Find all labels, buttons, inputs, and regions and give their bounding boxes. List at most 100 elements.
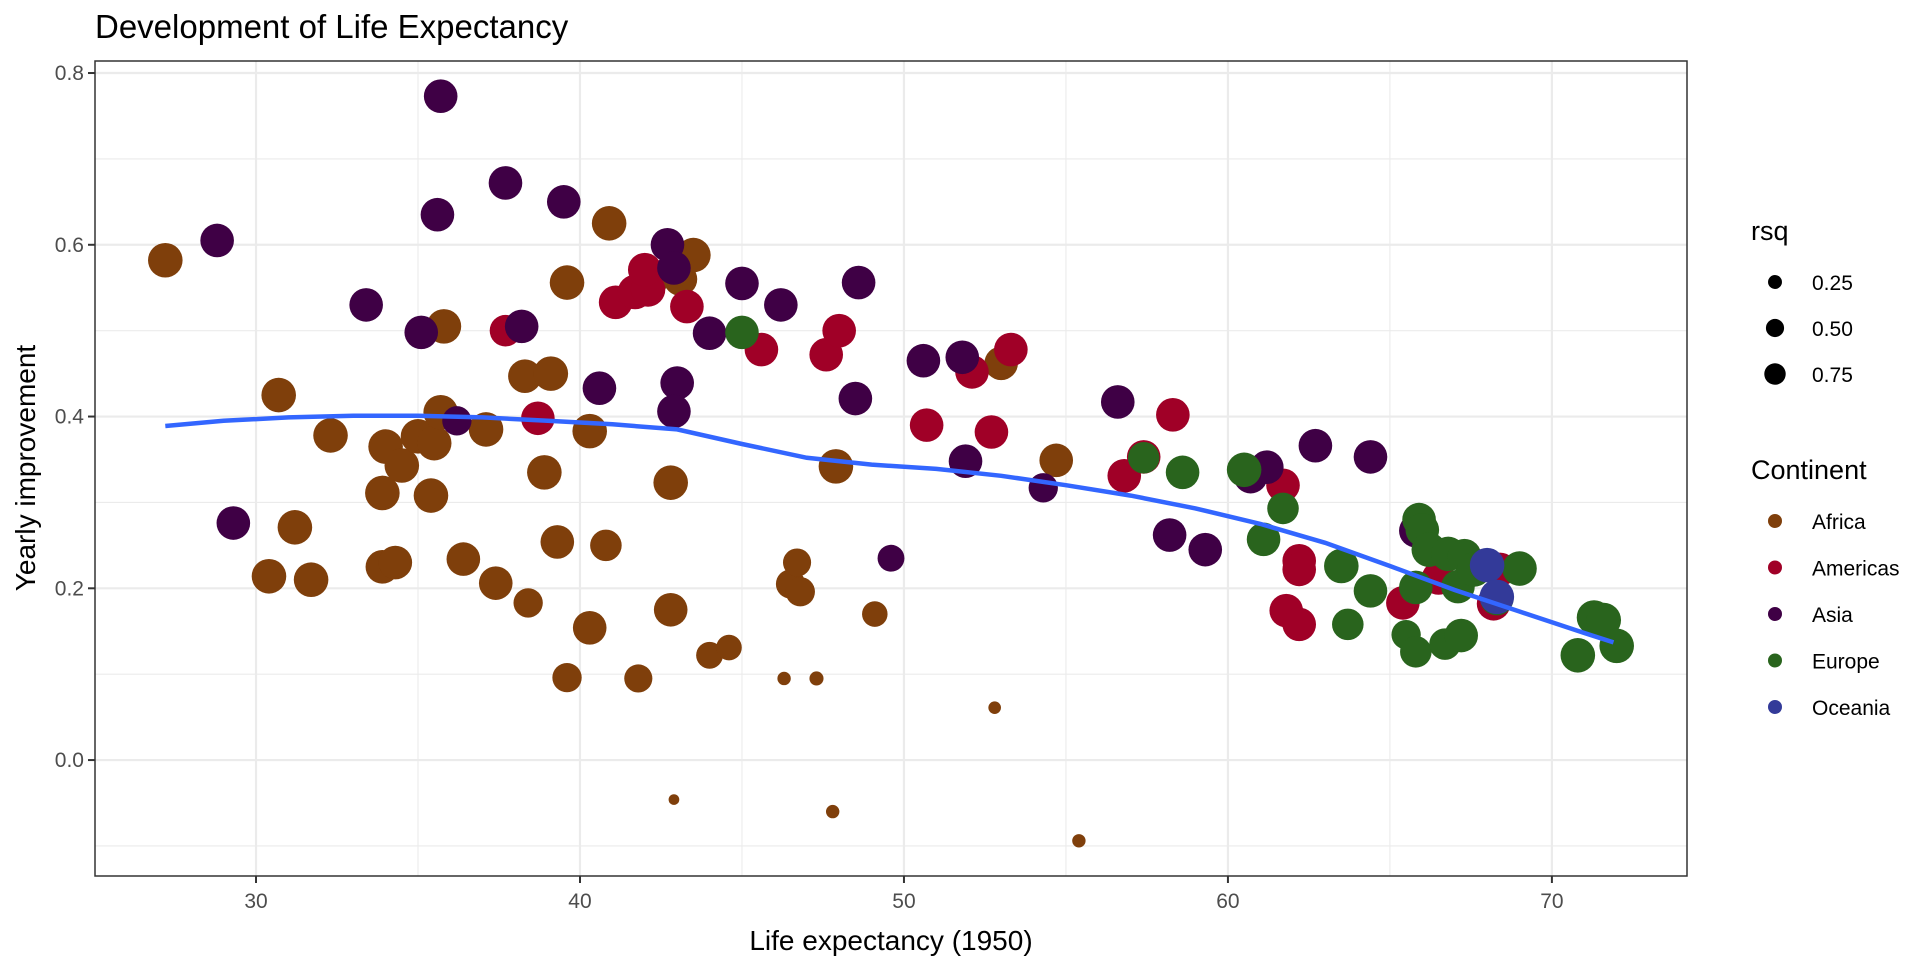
size-legend: 0.25 0.50 0.75 <box>1764 272 1853 387</box>
data-point <box>313 418 348 453</box>
size-legend-label: 0.75 <box>1812 364 1853 387</box>
panel-background <box>95 61 1687 876</box>
data-point <box>777 671 791 686</box>
data-point <box>423 79 458 114</box>
data-point <box>725 266 759 301</box>
size-legend-label: 0.25 <box>1812 272 1853 295</box>
color-legend-key-europe <box>1768 653 1782 668</box>
data-point <box>909 408 944 442</box>
size-legend-key <box>1768 275 1782 289</box>
data-point <box>349 288 383 322</box>
y-tick-label: 0.6 <box>55 234 84 257</box>
data-point <box>504 309 539 344</box>
data-point <box>764 288 798 322</box>
data-point <box>378 545 413 580</box>
data-point <box>527 455 562 490</box>
x-tick-label: 70 <box>1540 890 1563 913</box>
data-point <box>533 356 569 391</box>
data-point <box>446 542 481 576</box>
data-point <box>1028 473 1058 503</box>
data-point <box>1298 428 1333 463</box>
y-axis: 0.0 0.2 0.4 0.6 0.8 <box>55 62 95 772</box>
data-point <box>277 510 313 545</box>
size-legend-label: 0.50 <box>1812 318 1853 341</box>
data-point <box>478 566 513 600</box>
data-point <box>818 449 854 484</box>
data-point <box>716 634 742 661</box>
data-point <box>468 412 504 447</box>
smooth-trend-line <box>165 413 1615 645</box>
data-point <box>413 478 449 513</box>
data-point <box>1039 443 1074 478</box>
data-point <box>988 701 1001 714</box>
data-point <box>1332 608 1364 641</box>
data-point <box>785 577 815 607</box>
data-point <box>1267 492 1299 525</box>
data-point <box>442 406 472 436</box>
y-tick-label: 0.2 <box>55 577 84 600</box>
data-point <box>1469 547 1505 583</box>
legend: rsq 0.25 0.50 0.75 Continent Africa America… <box>1751 216 1900 720</box>
color-legend-key-africa <box>1768 514 1782 528</box>
data-point <box>668 794 680 805</box>
data-point <box>384 448 420 483</box>
color-legend: Africa Americas Asia Europe Oceania <box>1768 511 1900 720</box>
color-legend-title: Continent <box>1751 455 1867 485</box>
data-point <box>572 413 607 449</box>
color-legend-label: Oceania <box>1812 697 1891 720</box>
data-point <box>822 313 856 348</box>
data-point <box>508 359 542 393</box>
data-point <box>653 465 688 500</box>
data-point <box>692 316 727 351</box>
data-point <box>1353 574 1388 608</box>
y-tick-label: 0.8 <box>55 62 84 85</box>
data-point <box>488 166 523 200</box>
y-axis-title: Yearly improvement <box>10 345 41 592</box>
data-point <box>404 315 439 350</box>
data-point <box>293 562 329 598</box>
data-point <box>1156 398 1190 432</box>
data-point <box>1599 628 1634 664</box>
data-point <box>1282 607 1317 642</box>
data-point <box>1072 834 1086 848</box>
color-legend-label: Africa <box>1812 511 1866 534</box>
x-tick-label: 40 <box>568 890 591 913</box>
data-point <box>841 265 876 300</box>
data-point <box>1502 551 1537 586</box>
data-point <box>1586 602 1622 638</box>
data-point <box>1226 452 1262 488</box>
y-tick-label: 0.0 <box>55 749 84 772</box>
data-point <box>148 242 183 278</box>
data-point <box>1353 440 1388 474</box>
data-point <box>809 671 824 686</box>
size-legend-key <box>1765 318 1785 338</box>
data-point <box>877 544 905 572</box>
data-point <box>590 529 622 562</box>
data-point <box>725 315 759 350</box>
color-legend-label: Europe <box>1812 651 1880 674</box>
color-legend-key-asia <box>1768 607 1782 621</box>
data-point <box>200 223 234 258</box>
x-tick-label: 60 <box>1216 890 1239 913</box>
data-point <box>1400 636 1432 668</box>
data-point <box>1100 385 1135 419</box>
data-point <box>1152 518 1187 552</box>
data-point <box>1127 441 1160 474</box>
data-point <box>825 804 840 819</box>
data-point <box>549 265 585 300</box>
x-axis: 30 40 50 60 70 <box>244 876 1564 913</box>
data-point <box>862 601 888 627</box>
data-point <box>582 371 617 406</box>
data-point <box>906 343 941 378</box>
x-tick-label: 30 <box>244 890 267 913</box>
data-point <box>416 425 452 461</box>
color-legend-key-oceania <box>1768 700 1782 714</box>
data-point <box>261 377 296 413</box>
data-point <box>994 332 1028 367</box>
x-tick-label: 50 <box>892 890 915 913</box>
data-point <box>1246 522 1281 557</box>
color-legend-key-americas <box>1768 560 1782 575</box>
data-point <box>974 415 1009 449</box>
size-legend-title: rsq <box>1751 216 1789 246</box>
